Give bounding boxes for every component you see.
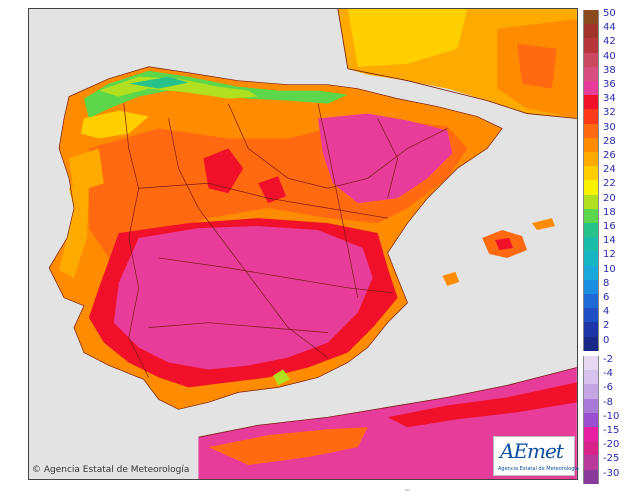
legend-label: -2 [603, 354, 613, 365]
copyright-icon: © [32, 465, 44, 475]
legend-swatch [583, 294, 599, 309]
legend-swatch [583, 412, 599, 427]
legend-swatch [583, 208, 599, 223]
legend-label: 8 [603, 277, 610, 289]
legend-swatch [583, 38, 599, 53]
legend-swatch [583, 251, 599, 266]
legend-swatch [583, 237, 599, 252]
copyright-text: Agencia Estatal de Meteorología [43, 465, 190, 475]
legend-swatch [583, 455, 599, 470]
legend-label: -15 [603, 425, 620, 436]
legend-label: 14 [603, 235, 616, 247]
legend-swatch [583, 427, 599, 442]
legend-label: -30 [603, 467, 620, 479]
legend-label: 42 [603, 36, 616, 48]
legend-label: 24 [603, 164, 616, 176]
legend-label: 4 [603, 306, 610, 318]
legend-swatch [583, 52, 599, 67]
legend-label: -4 [603, 368, 613, 380]
legend-swatch [583, 356, 599, 371]
ibiza-island [442, 271, 460, 286]
bottom-mark: ᵈᵖ [405, 488, 411, 495]
aemet-logo: AEmet Agencia Estatal de Meteorología [493, 436, 579, 476]
copyright-label: © Agencia Estatal de Meteorología [32, 465, 189, 475]
legend-swatch [583, 81, 599, 96]
legend-swatch [583, 279, 599, 294]
legend-label: 20 [603, 192, 616, 204]
temperature-map-canvas [29, 9, 577, 479]
legend-swatch [583, 336, 599, 351]
legend-label: 22 [603, 178, 616, 190]
temperature-map [28, 8, 578, 480]
legend-label: 50 [603, 8, 616, 19]
legend-label: 30 [603, 121, 616, 133]
legend-swatch [583, 194, 599, 209]
legend-label: 44 [603, 22, 616, 34]
legend-label: 36 [603, 79, 616, 90]
legend-swatch [583, 24, 599, 39]
legend-label: -25 [603, 453, 620, 465]
legend-label: 10 [603, 263, 616, 275]
legend-label: -6 [603, 382, 613, 394]
legend-swatch [583, 95, 599, 110]
legend-swatch [583, 109, 599, 124]
legend-label: -20 [603, 439, 620, 451]
legend-swatch [583, 370, 599, 385]
legend-swatch [583, 180, 599, 195]
legend-label: 16 [603, 221, 616, 232]
legend-label: 38 [603, 64, 616, 76]
legend-swatch [583, 166, 599, 181]
legend-label: 12 [603, 249, 616, 261]
legend-label: 34 [603, 93, 616, 105]
legend-swatch [583, 265, 599, 280]
legend-swatch [583, 384, 599, 399]
legend-label: 32 [603, 107, 616, 119]
legend-swatch [583, 441, 599, 456]
legend-swatch [583, 123, 599, 138]
legend-swatch [583, 10, 599, 25]
aemet-logo-mark: AEmet [500, 439, 564, 463]
legend-swatch [583, 66, 599, 81]
legend-swatch [583, 469, 599, 484]
legend-label: -10 [603, 410, 620, 422]
legend-label: 2 [603, 320, 610, 332]
temperature-legend: 50 44 42 40 38 36 34 32 30 28 26 24 22 20 18 16 14 12 10 8 6… [583, 8, 630, 484]
legend-swatch [583, 398, 599, 413]
legend-label: 40 [603, 50, 616, 62]
legend-label: 28 [603, 135, 616, 147]
legend-label: -8 [603, 396, 613, 408]
legend-swatch [583, 137, 599, 152]
legend-label: 0 [603, 334, 610, 346]
legend-label: 18 [603, 206, 616, 218]
legend-label: 26 [603, 150, 616, 161]
legend-swatch [583, 322, 599, 337]
legend-swatch [583, 152, 599, 167]
menorca-island [532, 218, 555, 231]
admin-boundaries [48, 66, 503, 410]
legend-label: 6 [603, 292, 610, 303]
legend-swatch [583, 223, 599, 238]
legend-swatch [583, 308, 599, 323]
aemet-logo-subtitle: Agencia Estatal de Meteorología [498, 466, 579, 472]
